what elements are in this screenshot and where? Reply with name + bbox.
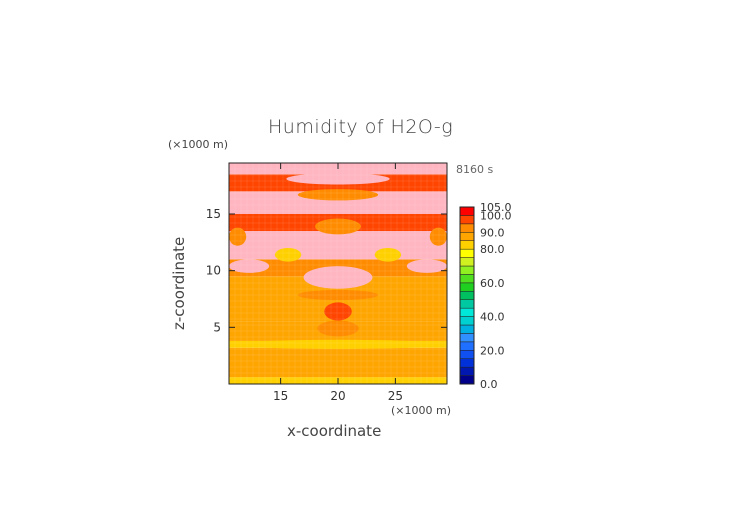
colorbar-tick-label: 20.0 [480,344,505,357]
colorbar-swatch [459,265,475,275]
colorbar-swatch [459,316,475,326]
colorbar-tick-label: 100.0 [480,209,512,222]
colorbar-swatch [459,274,475,284]
field-band [229,347,447,355]
field-patch [297,289,379,301]
colorbar-swatch [459,215,475,225]
field-patch [286,173,390,185]
colorbar-frame [459,206,475,385]
colorbar-swatch [459,350,475,359]
colorbar-tick-label: 60.0 [480,277,505,290]
x-axis-ticks: 15 20 25 [273,163,403,403]
colorbar-swatch [459,257,475,267]
field-patch [324,302,352,321]
y-tick-label: 5 [213,320,221,334]
x-axis-unit: (×1000 m) [391,404,452,417]
field-patch [229,227,247,246]
colorbar-swatch [459,358,475,368]
colorbar-swatch [459,375,475,385]
colorbar-tick-label: 40.0 [480,311,505,324]
field-patch [229,339,447,349]
field-patch [429,227,447,246]
colorbar-swatch [459,206,475,216]
colorbar-swatch [459,333,475,343]
colorbar-swatch [459,299,475,309]
colorbar-tick-label: 0.0 [480,378,498,391]
colorbar-tick-label: 90.0 [480,226,505,239]
colorbar-swatch [459,366,475,376]
colorbar-tick-label: 80.0 [480,243,505,256]
colorbar-swatch [459,240,475,250]
field-patch [406,259,447,273]
x-axis-label: x-coordinate [287,422,382,440]
colorbar-swatch [459,232,475,241]
colorbar-swatch [459,324,475,334]
x-tick-label: 25 [388,389,403,403]
field-patch [401,193,436,210]
x-tick-label: 15 [273,389,288,403]
x-tick-label: 20 [330,389,345,403]
colorbar-swatch [459,248,475,258]
field-band [229,231,447,260]
field-patch [274,248,302,262]
field-patch [317,320,359,337]
chart-title: Humidity of H2O-g [268,116,454,138]
y-axis-unit: (×1000 m) [168,138,229,151]
field-patch [297,189,379,201]
colorbar-swatch [459,341,475,351]
field-patch [240,193,275,210]
field-patch [315,218,361,235]
colorbar-swatch [459,307,475,317]
time-label: 8160 s [456,163,494,176]
y-axis-ticks: 5 10 15 [206,207,447,334]
colorbar-tick-label: 105.0 [480,201,512,214]
y-tick-label: 10 [206,264,221,278]
y-tick-label: 15 [206,207,221,221]
field-band [229,354,447,367]
field-patch [303,266,373,289]
colorbar-swatch [459,223,475,233]
field-patch [374,248,402,262]
colorbar-swatch [459,282,475,292]
field-patch [229,259,270,273]
colorbar-swatch [459,291,475,300]
field-band [229,367,447,378]
field-band [229,191,447,214]
plot-area [229,163,447,384]
